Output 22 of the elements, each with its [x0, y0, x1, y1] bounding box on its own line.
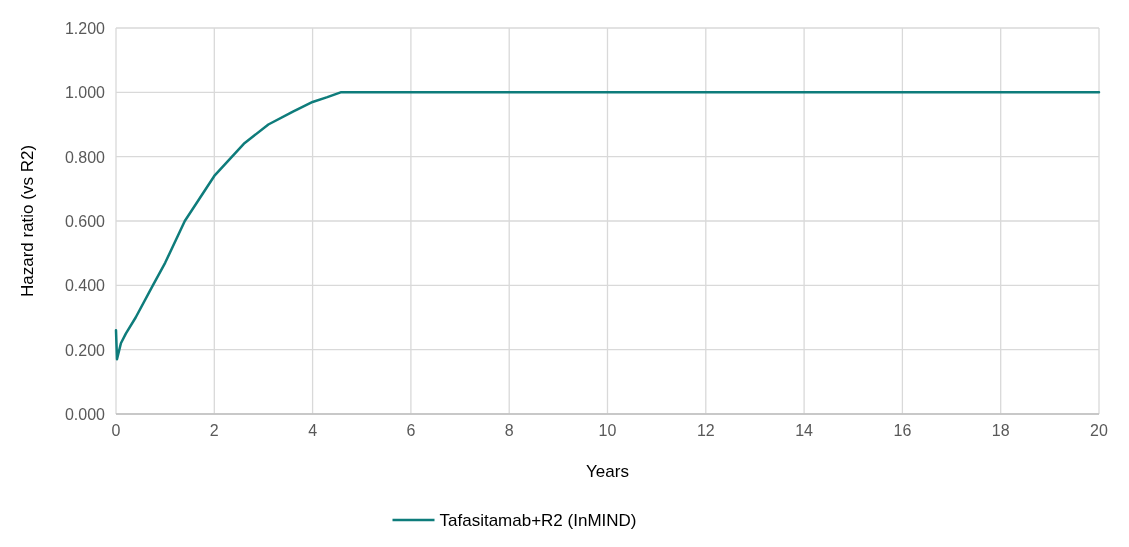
y-tick-label: 0.600	[64, 213, 106, 230]
x-tick-label: 18	[991, 422, 1010, 439]
y-tick-label: 1.000	[64, 84, 106, 102]
x-axis-title: Years	[586, 462, 629, 481]
y-tick-label: 1.200	[64, 20, 106, 37]
x-tick-label: 4	[308, 422, 318, 439]
x-tick-label: 12	[696, 422, 715, 439]
x-tick-label: 8	[504, 422, 514, 439]
y-tick-label: 0.400	[64, 277, 106, 295]
x-tick-label: 20	[1090, 422, 1108, 439]
x-tick-label: 0	[111, 422, 121, 439]
y-tick-label: 0.800	[64, 148, 106, 166]
x-tick-label: 6	[406, 422, 416, 439]
legend-label: Tafasitamab+R2 (InMIND)	[439, 511, 637, 530]
y-axis-title: Hazard ratio (vs R2)	[18, 144, 37, 298]
y-tick-label: 0.000	[64, 406, 106, 423]
y-tick-label: 0.200	[64, 341, 106, 359]
line-series	[114, 91, 1101, 361]
x-tick-label: 10	[598, 422, 617, 439]
x-tick-label: 14	[795, 422, 814, 439]
x-tick-label: 16	[893, 422, 912, 439]
x-tick-label: 2	[209, 422, 219, 439]
